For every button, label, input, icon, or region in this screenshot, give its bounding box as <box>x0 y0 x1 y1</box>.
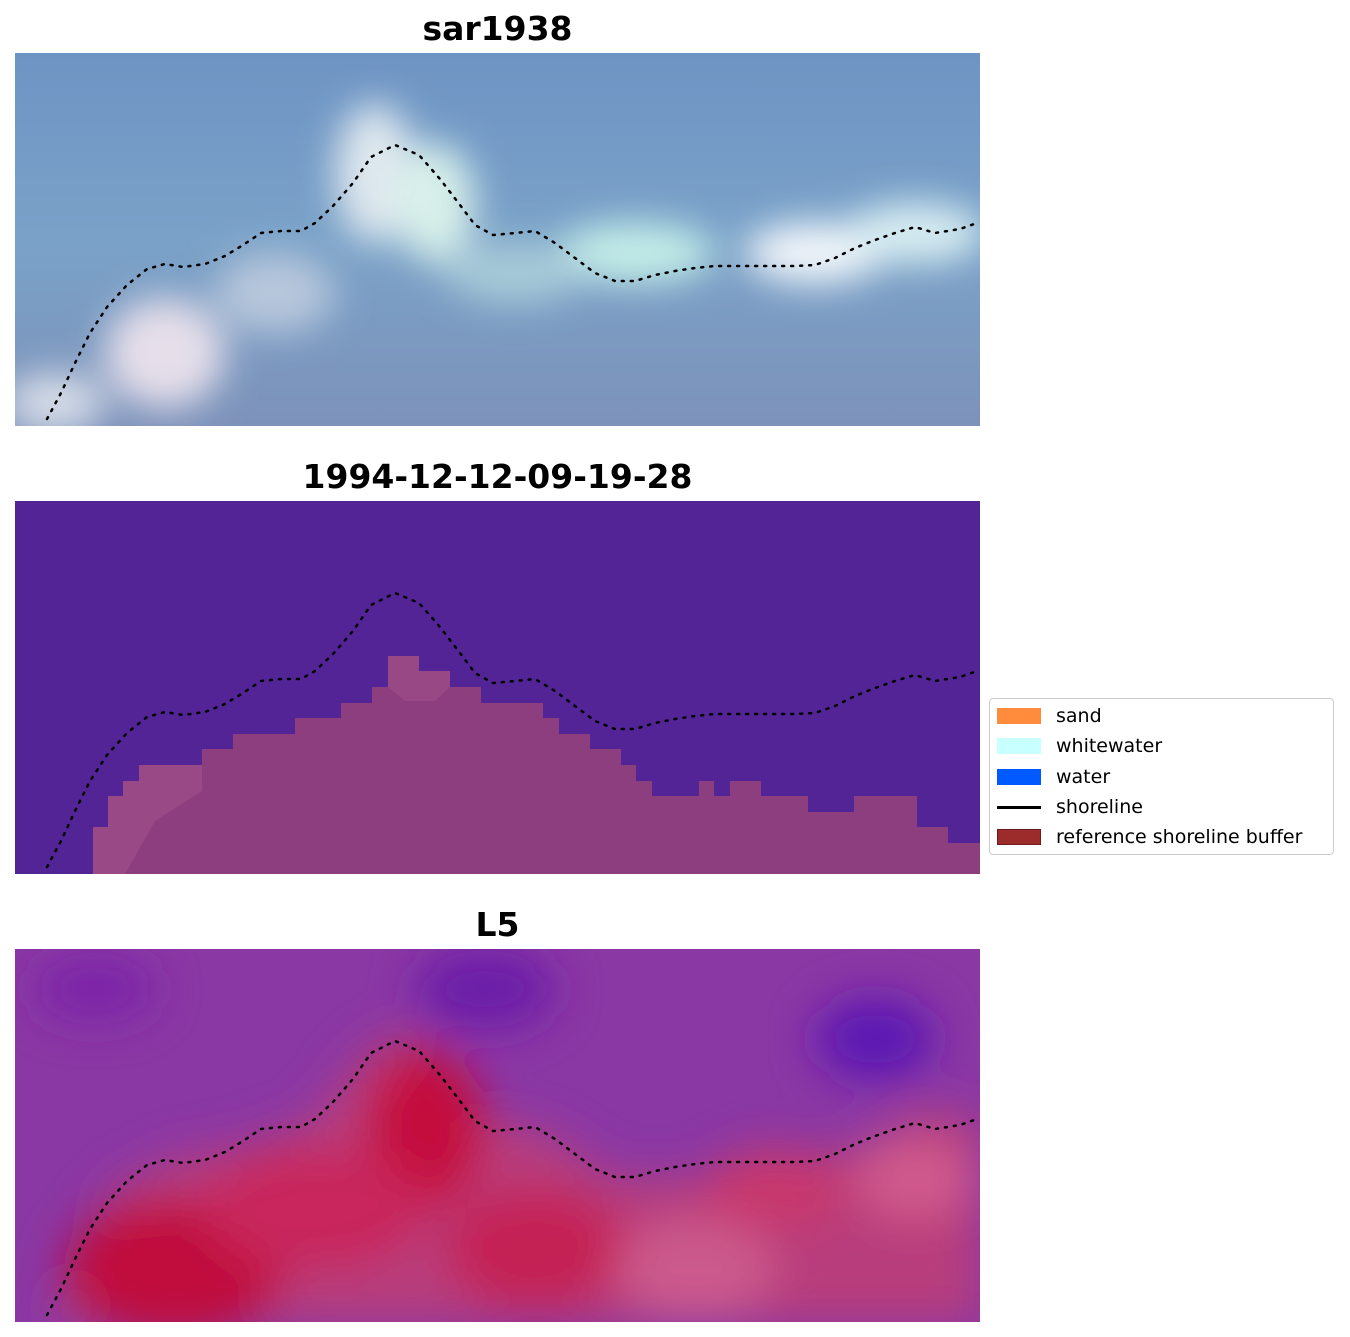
panel-sar-image <box>15 53 980 426</box>
l5-land-region <box>35 949 980 1322</box>
legend-label-sand: sand <box>1056 705 1102 727</box>
sar-image-svg <box>15 53 980 426</box>
l5-image-svg <box>15 949 980 1322</box>
legend-label-shoreline: shoreline <box>1056 796 1143 818</box>
legend-swatch-sand <box>997 708 1041 724</box>
legend-swatch-whitewater <box>997 738 1041 754</box>
legend: sand whitewater water shoreline referenc… <box>989 698 1334 855</box>
reference-shoreline-buffer-region <box>93 656 980 874</box>
sar-bright-band <box>15 103 980 426</box>
panel-title-l5: L5 <box>475 905 520 944</box>
legend-label-whitewater: whitewater <box>1056 735 1163 757</box>
panel-l5-image <box>15 949 980 1322</box>
panel-title-sar: sar1938 <box>422 9 573 48</box>
legend-label-reference-shoreline-buffer: reference shoreline buffer <box>1056 826 1303 848</box>
classified-image-svg <box>15 501 980 874</box>
legend-swatch-water <box>997 769 1041 785</box>
panel-title-classified: 1994-12-12-09-19-28 <box>302 457 693 496</box>
legend-label-water: water <box>1056 766 1111 788</box>
legend-swatch-shoreline <box>997 806 1041 809</box>
legend-swatch-reference-shoreline-buffer <box>997 829 1041 845</box>
panel-classified-image <box>15 501 980 874</box>
